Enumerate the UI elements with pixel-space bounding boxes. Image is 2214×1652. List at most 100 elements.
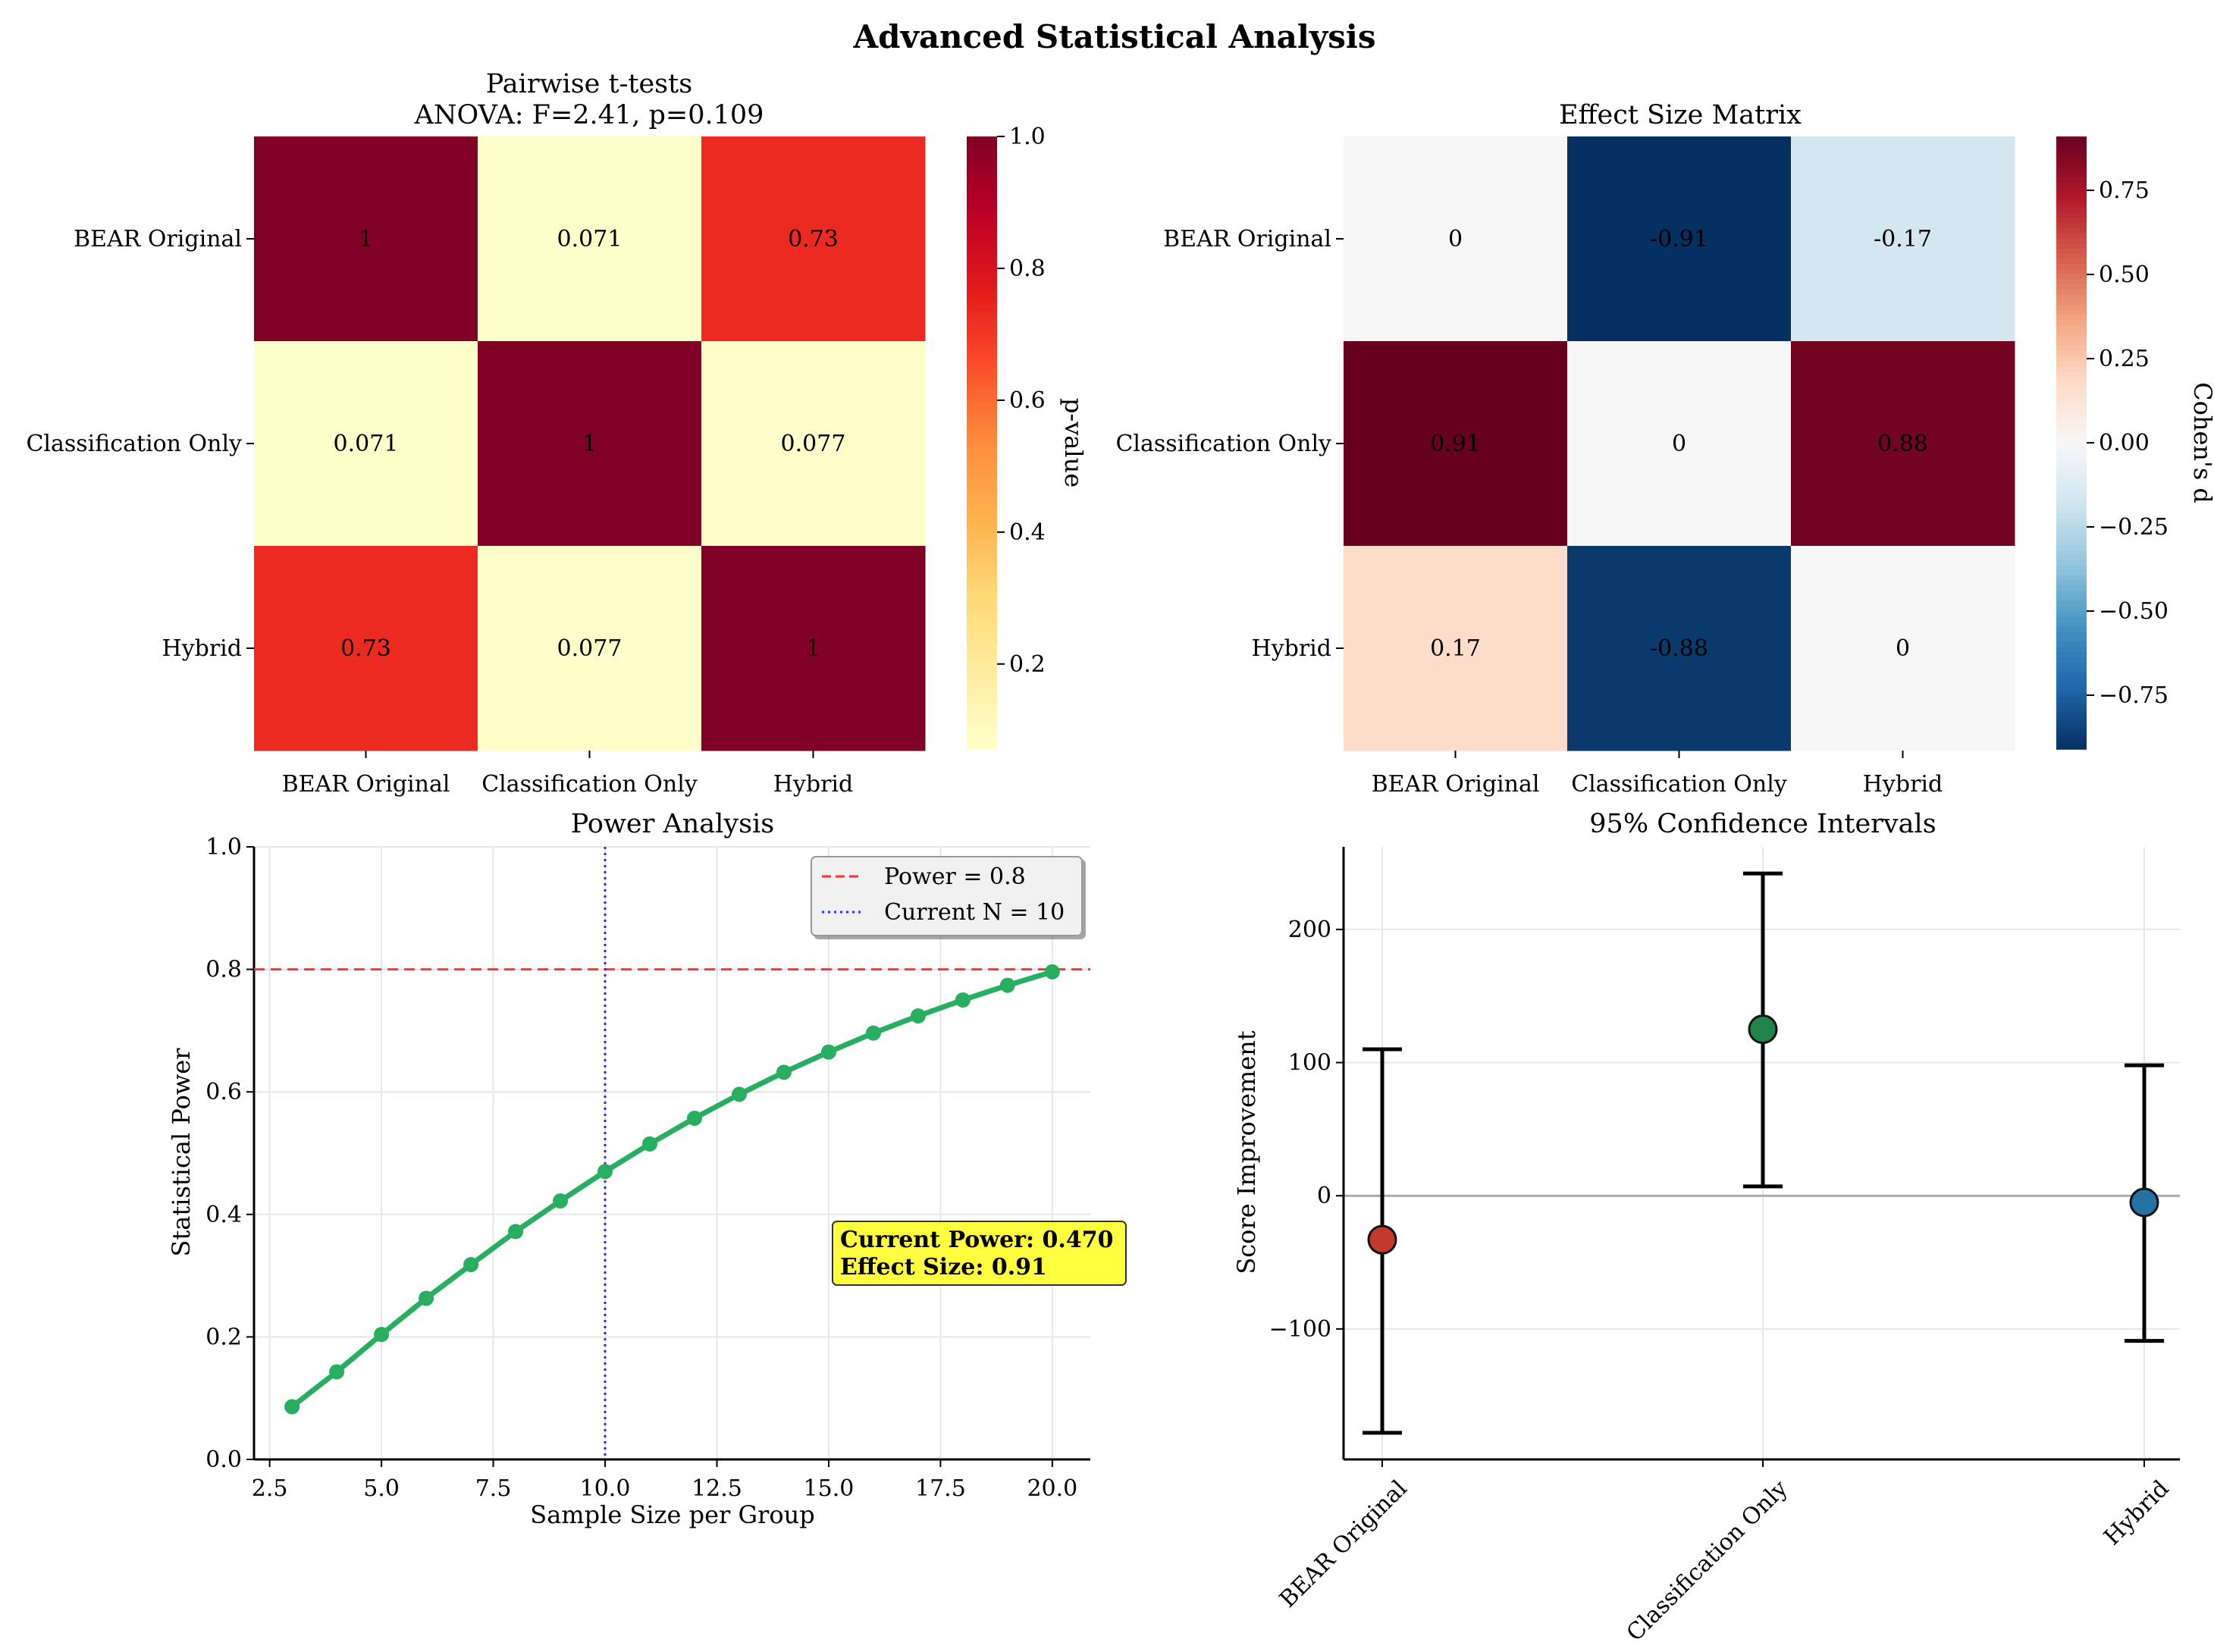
ci-mean-point — [1367, 1224, 1397, 1255]
cohens-d-colorbar-segment — [2056, 514, 2087, 520]
pvalue-colorbar-segment — [967, 632, 997, 638]
cohens-d-colorbar-segment — [2056, 682, 2087, 688]
effect-cell — [1567, 546, 1792, 751]
cohens-d-colorbar-tick-label: −0.75 — [2099, 682, 2169, 709]
cohens-d-colorbar-segment — [2056, 462, 2087, 469]
effect-cell — [1567, 341, 1792, 547]
pairwise-cell — [701, 136, 926, 342]
cohens-d-colorbar-segment — [2056, 692, 2087, 699]
pairwise-cell-label: 0.73 — [340, 635, 391, 662]
cohens-d-colorbar-segment — [2056, 550, 2087, 556]
pvalue-colorbar-segment — [967, 443, 997, 449]
effect-cell-label: 0 — [1448, 226, 1463, 252]
cohens-d-colorbar-segment — [2056, 529, 2087, 535]
cohens-d-colorbar-segment — [2056, 636, 2087, 643]
power-curve — [290, 969, 1053, 1409]
pvalue-colorbar-segment — [967, 386, 997, 393]
cohens-d-colorbar-segment — [2056, 575, 2087, 581]
pvalue-colorbar-segment — [967, 708, 997, 714]
pvalue-colorbar-segment — [967, 514, 997, 520]
ci-panel: 95% Confidence Intervals −100 0 100 200 BEAR… — [1232, 809, 2180, 1647]
cohens-d-colorbar-segment — [2056, 136, 2087, 143]
cohens-d-colorbar-segment — [2056, 243, 2087, 249]
cohens-d-colorbar-segment — [2056, 534, 2087, 541]
pvalue-colorbar-segment — [967, 468, 997, 475]
effect-cell — [1791, 546, 2015, 751]
pvalue-colorbar-segment — [967, 503, 997, 510]
pvalue-colorbar-segment — [967, 621, 997, 628]
pvalue-colorbar-segment — [967, 381, 997, 387]
power-y-tick-label: 1.0 — [205, 834, 242, 860]
cohens-d-colorbar-segment — [2056, 238, 2087, 245]
cohens-d-colorbar-segment — [2056, 290, 2087, 296]
pairwise-title: Pairwise t-tests — [486, 69, 692, 99]
cohens-d-colorbar-segment — [2056, 652, 2087, 658]
cohens-d-colorbar-segment — [2056, 218, 2087, 224]
pvalue-colorbar-segment — [967, 193, 997, 199]
pvalue-colorbar-segment — [967, 636, 997, 643]
cohens-d-colorbar-segment — [2056, 141, 2087, 148]
cohens-d-colorbar-segment — [2056, 156, 2087, 163]
pvalue-colorbar-segment — [967, 161, 997, 168]
cohens-d-colorbar-segment — [2056, 208, 2087, 214]
effect-heatmap-panel: Effect Size Matrix 0 -0.91 -0.170.91 0 0.880… — [1115, 100, 2214, 798]
cohens-d-colorbar-segment — [2056, 259, 2087, 265]
pvalue-colorbar: 0.2 0.4 0.6 0.8 1.0 p-value — [967, 124, 1088, 750]
pvalue-colorbar-segment — [967, 397, 997, 403]
effect-cell-label: 0.88 — [1877, 431, 1928, 457]
effect-cell-label: 0 — [1672, 431, 1686, 457]
power-point — [686, 1110, 702, 1126]
cohens-d-colorbar-segment — [2056, 346, 2087, 352]
pvalue-colorbar-segment — [967, 550, 997, 556]
pairwise-heatmap: 1 0.071 0.73 0.071 1 0.077 0.73 0.077 1 BEAR Orig… — [26, 136, 926, 798]
cohens-d-colorbar-segment — [2056, 350, 2087, 357]
cohens-d-colorbar-segment — [2056, 723, 2087, 729]
cohens-d-colorbar-segment — [2056, 641, 2087, 648]
pvalue-colorbar-segment — [967, 290, 997, 296]
pvalue-colorbar-segment — [967, 688, 997, 694]
pvalue-colorbar-segment — [967, 340, 997, 346]
pvalue-colorbar-segment — [967, 462, 997, 469]
cohens-d-colorbar-segment — [2056, 519, 2087, 525]
cohens-d-colorbar-segment — [2056, 443, 2087, 449]
effect-row-label: Hybrid — [1252, 635, 1331, 662]
pvalue-colorbar-segment — [967, 274, 997, 281]
effect-cell-label: 0.17 — [1430, 635, 1481, 662]
pairwise-cell — [701, 341, 926, 547]
pvalue-colorbar-segment — [967, 249, 997, 255]
cohens-d-colorbar-segment — [2056, 330, 2087, 337]
cohens-d-colorbar-segment — [2056, 539, 2087, 546]
cohens-d-colorbar-segment — [2056, 412, 2087, 418]
pvalue-colorbar-segment — [967, 453, 997, 459]
pvalue-colorbar-segment — [967, 346, 997, 352]
pvalue-colorbar-segment — [967, 499, 997, 505]
pvalue-colorbar-segment — [967, 243, 997, 249]
pvalue-colorbar-segment — [967, 729, 997, 735]
cohens-d-colorbar-segment — [2056, 422, 2087, 428]
cohens-d-colorbar-segment — [2056, 657, 2087, 663]
pvalue-colorbar-segment — [967, 591, 997, 597]
pvalue-colorbar-segment — [967, 325, 997, 331]
pvalue-colorbar-segment — [967, 309, 997, 316]
pvalue-colorbar-tick-label: 0.6 — [1009, 387, 1046, 414]
pvalue-colorbar-segment — [967, 447, 997, 454]
cohens-d-colorbar-segment — [2056, 738, 2087, 745]
pvalue-colorbar-segment — [967, 172, 997, 178]
power-y-tick-label: 0.6 — [205, 1079, 242, 1105]
pvalue-colorbar-segment — [967, 187, 997, 193]
pairwise-cell — [478, 341, 702, 547]
cohens-d-colorbar-segment — [2056, 182, 2087, 189]
cohens-d-colorbar-segment — [2056, 427, 2087, 434]
pvalue-colorbar-segment — [967, 402, 997, 408]
cohens-d-colorbar-tick-label: 0.25 — [2099, 346, 2150, 372]
annotation-effect: Effect Size: 0.91 — [840, 1254, 1047, 1281]
pvalue-colorbar-segment — [967, 672, 997, 679]
pairwise-cell-label: 0.071 — [334, 431, 399, 457]
ci-mean-point — [2129, 1187, 2159, 1218]
pvalue-colorbar-segment — [967, 284, 997, 290]
pvalue-colorbar-segment — [967, 529, 997, 535]
cohens-d-colorbar-segment — [2056, 596, 2087, 602]
power-x-tick-label: 7.5 — [475, 1475, 512, 1502]
cohens-d-colorbar-segment — [2056, 591, 2087, 597]
